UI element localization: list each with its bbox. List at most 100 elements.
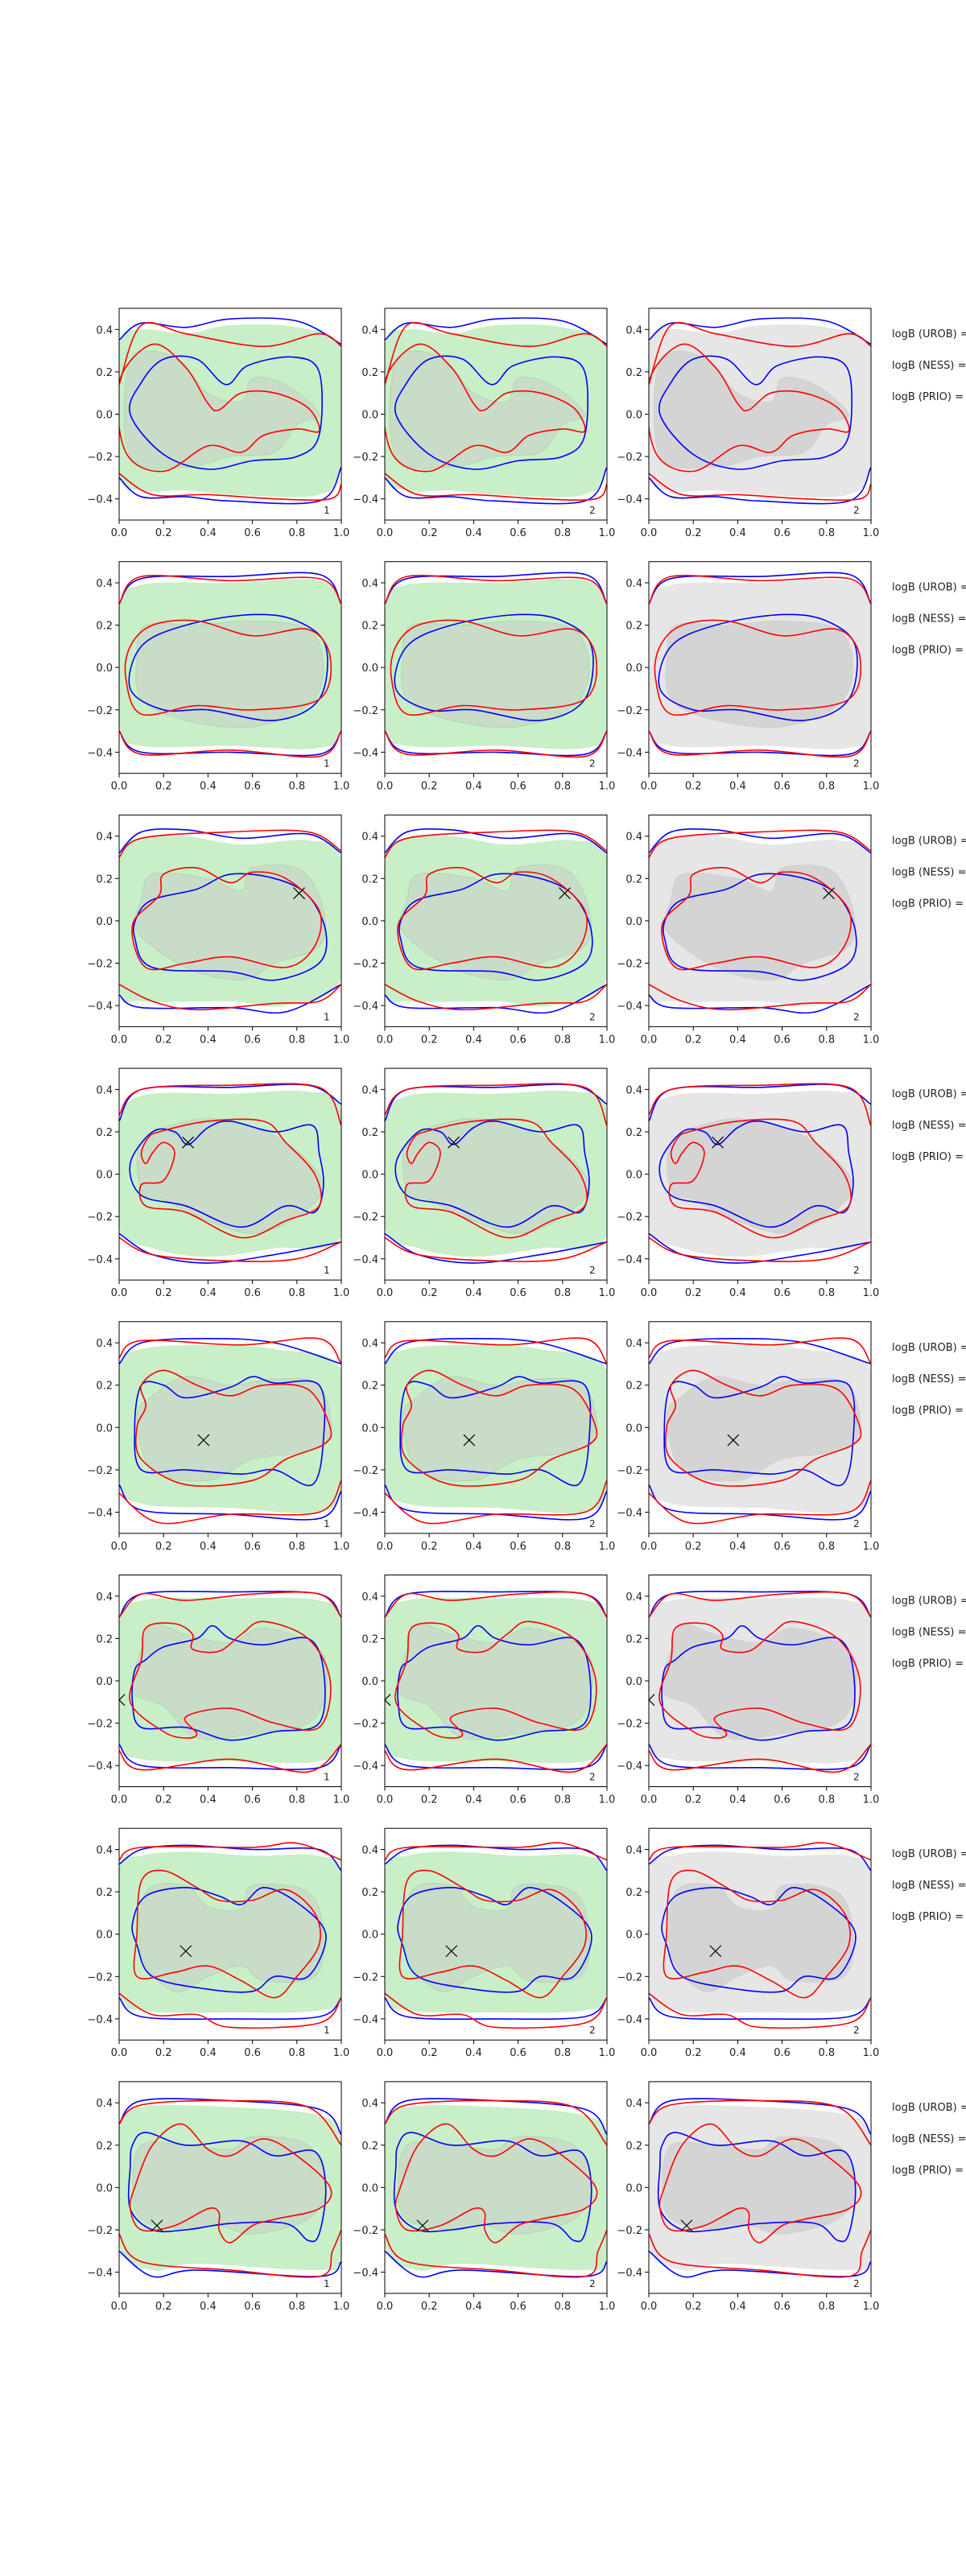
panel-tag-label: 1: [324, 505, 330, 516]
y-tick-label: 0.0: [361, 1930, 378, 1942]
blue-outer-contour-top: [119, 828, 341, 854]
red-outer-contour-top: [649, 2099, 871, 2146]
plot-area: [385, 572, 607, 758]
y-tick-label: −0.4: [617, 2268, 642, 2280]
x-marker: [180, 1945, 192, 1958]
y-tick-label: −0.2: [87, 959, 113, 971]
x-tick-label: 0.2: [685, 1287, 702, 1299]
subplot-axes: 1 0.0 0.2 0.4 0.6 0.8 1.0 −0.4 −0.2 0.0 0.2 0.4: [87, 1827, 349, 2059]
y-tick-label: −0.2: [87, 452, 113, 464]
y-tick-label: 0.2: [625, 1127, 642, 1139]
x-tick-label: 0.0: [111, 2047, 128, 2059]
y-tick-label: 0.0: [361, 1422, 378, 1435]
y-tick-label: 0.2: [361, 2140, 378, 2153]
x-tick-label: 0.8: [288, 1794, 305, 1806]
y-tick-label: 0.2: [361, 873, 378, 886]
x-tick-label: 0.2: [421, 781, 438, 793]
inner-shaded-region: [662, 2136, 857, 2235]
y-tick-label: −0.2: [617, 705, 642, 717]
y-tick-label: 0.4: [625, 1591, 642, 1604]
red-outer-contour-top: [119, 2099, 341, 2146]
blue-inner-contour: [128, 355, 323, 470]
x-tick-label: 0.8: [554, 1794, 571, 1806]
subplot-axes: 1 0.0 0.2 0.4 0.6 0.8 1.0 −0.4 −0.2 0.0 0.2 0.4: [87, 2081, 349, 2313]
blue-inner-contour: [131, 1887, 327, 1993]
y-tick-label: 0.0: [96, 410, 113, 422]
panel-tag-label: 1: [324, 1772, 330, 1783]
x-tick-label: 0.2: [155, 2047, 172, 2059]
x-tick-label: 0.6: [244, 1034, 261, 1046]
y-tick-label: −0.2: [617, 1719, 642, 1731]
red-outer-contour-bottom: [119, 1236, 341, 1262]
x-tick-label: 1.0: [863, 2301, 880, 2313]
blue-outer-contour-bottom: [119, 730, 341, 757]
x-tick-label: 0.6: [244, 1287, 261, 1299]
x-tick-label: 0.6: [244, 2047, 261, 2059]
x-tick-label: 0.2: [155, 1034, 172, 1046]
panel-tag-label: 2: [589, 505, 596, 516]
x-tick-label: 0.4: [200, 2301, 217, 2313]
x-tick-label: 0.2: [421, 1287, 438, 1299]
y-tick-label: 0.2: [625, 367, 642, 379]
x-tick-label: 0.6: [510, 2047, 526, 2059]
blue-outer-contour-top: [649, 828, 871, 854]
red-outer-contour-top: [385, 321, 607, 385]
plot-area: [385, 1842, 607, 2029]
x-tick-label: 0.8: [288, 1287, 305, 1299]
x-tick-label: 0.2: [155, 2301, 172, 2313]
red-inner-contour: [124, 619, 332, 716]
blue-inner-contour: [663, 873, 857, 981]
blue-outer-contour-bottom: [119, 1996, 341, 2021]
blue-inner-contour: [394, 355, 588, 470]
panel-tag-label: 1: [324, 1265, 330, 1276]
y-tick-label: −0.4: [617, 747, 642, 759]
y-tick-label: −0.2: [617, 1212, 642, 1224]
red-inner-contour: [668, 1118, 852, 1239]
y-tick-label: −0.4: [353, 1254, 378, 1266]
x-tick-label: 1.0: [333, 781, 350, 793]
blue-outer-contour-top: [649, 572, 871, 605]
y-tick-label: 0.0: [361, 1170, 378, 1182]
y-tick-label: 0.0: [625, 916, 642, 928]
red-outer-contour-bottom: [385, 1480, 607, 1525]
logB-label: logB (NESS) =: [892, 1120, 966, 1132]
red-inner-contour: [131, 866, 322, 971]
y-tick-label: 0.0: [625, 410, 642, 422]
y-tick-label: −0.2: [617, 959, 642, 971]
x-marker: [182, 1136, 194, 1149]
plot-area: [385, 1337, 607, 1525]
blue-outer-contour-bottom: [385, 1744, 607, 1770]
red-outer-contour-top: [119, 321, 341, 385]
x-tick-label: 0.0: [641, 2047, 658, 2059]
x-tick-label: 0.2: [685, 527, 702, 539]
logB-label: logB (NESS) =: [892, 613, 966, 625]
panel-tag-label: 2: [589, 2025, 596, 2036]
red-inner-contour: [394, 1620, 597, 1739]
blue-outer-contour-top: [119, 572, 341, 605]
plot-area: [649, 1591, 871, 1773]
plot-area: [649, 828, 871, 1014]
x-tick-label: 1.0: [599, 781, 616, 793]
red-inner-contour: [398, 1869, 587, 1999]
x-tick-label: 0.6: [244, 1794, 261, 1806]
y-tick-label: −0.4: [353, 747, 378, 759]
panel-tag-label: 2: [853, 505, 860, 516]
x-tick-label: 0.8: [554, 1034, 571, 1046]
y-tick-label: 0.4: [625, 1084, 642, 1096]
y-tick-label: 0.0: [625, 1676, 642, 1688]
x-tick-label: 0.6: [774, 527, 791, 539]
y-tick-label: 0.2: [625, 1381, 642, 1393]
plot-area: [119, 1591, 341, 1773]
y-tick-label: 0.0: [96, 663, 113, 675]
logB-label: logB (PRIO) =: [892, 645, 964, 657]
subplot-axes: 2 0.0 0.2 0.4 0.6 0.8 1.0 −0.4 −0.2 0.0 0.2 0.4: [353, 561, 616, 793]
subplot-axes: 2 0.0 0.2 0.4 0.6 0.8 1.0 −0.4 −0.2 0.0 0.2 0.4: [617, 1067, 879, 1299]
x-marker: [445, 1945, 458, 1958]
red-outer-contour-bottom: [119, 730, 341, 758]
y-tick-label: 0.2: [361, 1887, 378, 1899]
y-tick-label: 0.4: [96, 324, 113, 336]
red-outer-contour-bottom: [119, 984, 341, 1011]
x-marker: [712, 1136, 724, 1149]
x-tick-label: 1.0: [863, 527, 880, 539]
blue-inner-contour: [133, 873, 328, 981]
